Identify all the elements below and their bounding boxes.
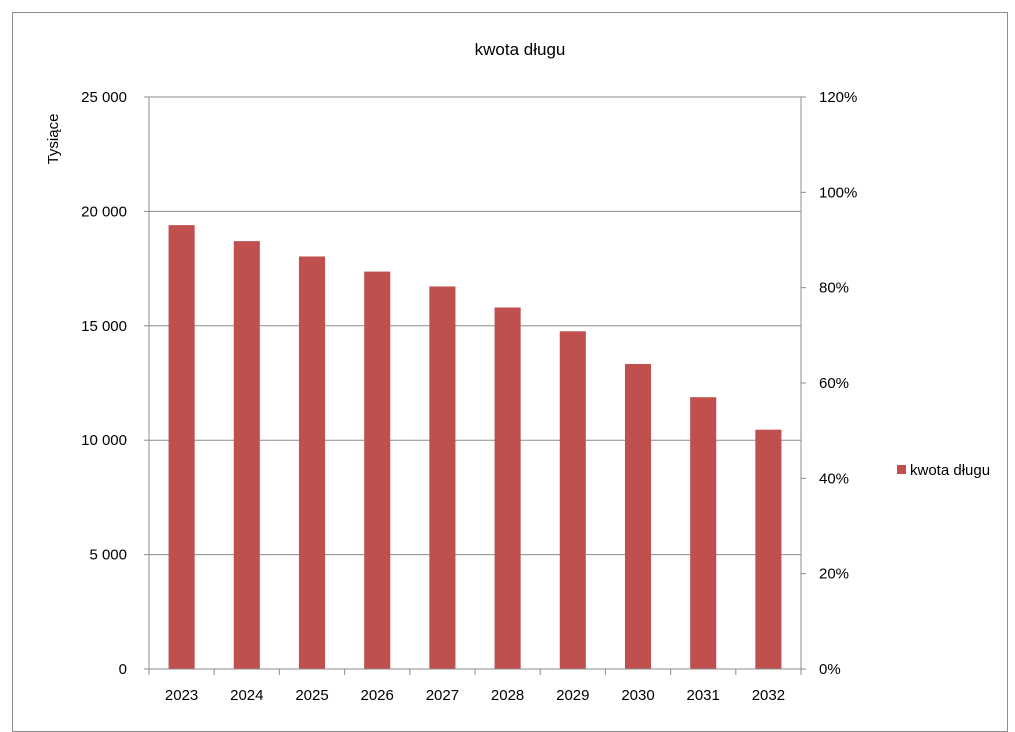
y-tick-label: 20 000 xyxy=(81,203,127,220)
y2-tick-label: 60% xyxy=(819,375,849,392)
y2-tick-label: 0% xyxy=(819,661,841,678)
x-tick-label: 2023 xyxy=(165,687,198,704)
x-tick-label: 2030 xyxy=(621,687,654,704)
legend-swatch xyxy=(897,465,906,474)
x-tick-label: 2026 xyxy=(361,687,394,704)
bars xyxy=(168,225,782,670)
y2-tick-label: 80% xyxy=(819,280,849,297)
bar xyxy=(298,256,326,669)
x-tick-label: 2032 xyxy=(752,687,785,704)
x-tick-label: 2025 xyxy=(295,687,328,704)
bar xyxy=(755,429,782,669)
bar xyxy=(364,271,391,669)
x-tick-label: 2031 xyxy=(687,687,720,704)
x-tick-label: 2028 xyxy=(491,687,524,704)
y2-axis-ticks: 0% 20% 40% 60% 80% 100% 120% xyxy=(801,89,857,678)
bar xyxy=(559,331,586,669)
x-axis-ticks: 2023 2024 2025 2026 2027 2028 2029 2030 2031 2032 xyxy=(148,669,802,704)
bar xyxy=(624,364,652,669)
bar xyxy=(429,286,456,669)
y2-tick-label: 120% xyxy=(819,89,857,106)
bar xyxy=(494,307,521,669)
bar xyxy=(690,397,717,669)
y-tick-label: 5 000 xyxy=(89,547,127,564)
y-tick-label: 15 000 xyxy=(81,318,127,335)
chart: kwota długu Tysiące 0 5 000 10 000 15 000 20… xyxy=(45,40,990,704)
x-tick-label: 2029 xyxy=(556,687,589,704)
x-tick-label: 2024 xyxy=(230,687,263,704)
legend-label: kwota długu xyxy=(910,462,990,479)
bar xyxy=(168,225,195,670)
bar xyxy=(233,241,260,670)
y-tick-label: 0 xyxy=(119,661,127,678)
chart-title: kwota długu xyxy=(475,40,566,59)
y-axis-label: Tysiące xyxy=(45,114,62,165)
y-tick-label: 25 000 xyxy=(81,89,127,106)
y2-tick-label: 20% xyxy=(819,566,849,583)
y2-tick-label: 100% xyxy=(819,184,857,201)
y2-tick-label: 40% xyxy=(819,470,849,487)
y-axis-ticks: 0 5 000 10 000 15 000 20 000 25 000 xyxy=(81,89,149,678)
legend: kwota długu xyxy=(897,462,990,479)
x-tick-label: 2027 xyxy=(426,687,459,704)
y-tick-label: 10 000 xyxy=(81,432,127,449)
